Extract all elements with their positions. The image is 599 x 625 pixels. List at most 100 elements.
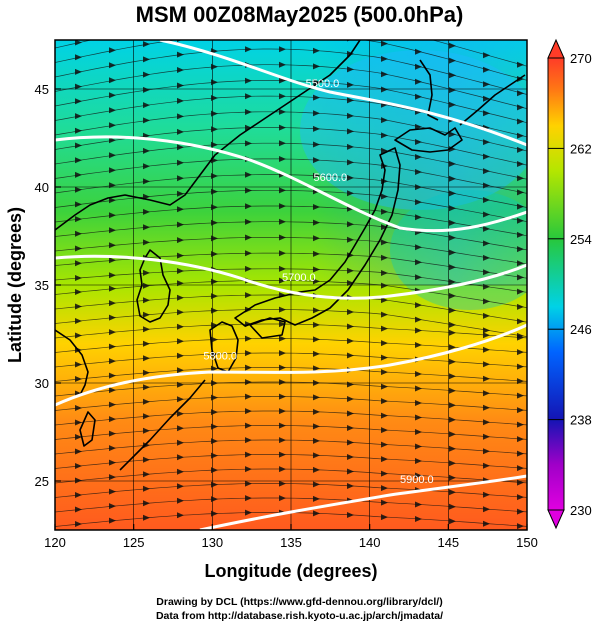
streamline-arrow bbox=[483, 346, 490, 353]
x-tick-label-145: 145 bbox=[437, 535, 459, 550]
streamline-arrow bbox=[211, 141, 218, 148]
x-axis-label: Longitude (degrees) bbox=[204, 561, 377, 581]
streamline-arrow bbox=[245, 437, 252, 444]
streamline-arrow bbox=[313, 141, 320, 148]
x-tick-label-150: 150 bbox=[516, 535, 538, 550]
streamline-arrow bbox=[449, 431, 456, 438]
streamline-arrow bbox=[381, 40, 388, 47]
streamline-arrow bbox=[483, 211, 490, 218]
streamline-arrow bbox=[177, 51, 184, 58]
streamline-arrow bbox=[313, 365, 320, 372]
streamline-arrow bbox=[517, 450, 524, 457]
streamline-arrow bbox=[449, 329, 456, 336]
streamline-arrow bbox=[177, 252, 184, 259]
streamline-arrow bbox=[517, 246, 524, 253]
streamline-arrow bbox=[415, 327, 422, 334]
streamline-arrow bbox=[143, 163, 150, 170]
streamline-arrow bbox=[75, 201, 82, 208]
streamline-arrow bbox=[449, 57, 456, 64]
streamline-arrow bbox=[415, 302, 422, 309]
streamline-arrow bbox=[109, 488, 116, 495]
streamline-arrow bbox=[347, 236, 354, 243]
coastline-asia-mainland bbox=[55, 40, 361, 231]
streamline-arrow bbox=[109, 272, 116, 279]
streamline-arrow bbox=[211, 467, 218, 474]
streamline-arrow bbox=[109, 401, 116, 408]
streamline-arrow bbox=[483, 312, 490, 319]
streamline-arrow bbox=[313, 510, 320, 517]
streamline-arrow bbox=[143, 514, 150, 521]
streamline-arrow bbox=[449, 87, 456, 94]
streamline-arrow bbox=[75, 245, 82, 252]
streamline-arrow bbox=[347, 221, 354, 228]
streamline bbox=[55, 64, 527, 109]
streamline-arrow bbox=[245, 31, 252, 37]
streamline-arrow bbox=[381, 208, 388, 215]
streamline-arrow bbox=[381, 86, 388, 93]
streamline-arrow bbox=[109, 32, 116, 38]
streamline-arrow bbox=[381, 254, 388, 261]
streamline-arrow bbox=[211, 33, 218, 39]
streamline-arrow bbox=[381, 456, 388, 463]
streamline bbox=[55, 205, 527, 237]
streamline-arrow bbox=[483, 95, 490, 102]
streamline-arrow bbox=[109, 372, 116, 379]
credit-line-data: Data from http://database.rish.kyoto-u.a… bbox=[155, 610, 444, 622]
streamline-arrow bbox=[517, 274, 524, 281]
streamline-arrow bbox=[109, 62, 116, 69]
streamline-arrow bbox=[483, 225, 490, 232]
colorbar-tick-label-254: 254 bbox=[570, 232, 592, 247]
streamline-arrow bbox=[177, 410, 184, 417]
streamline-arrow bbox=[483, 375, 490, 382]
streamline-arrow bbox=[517, 175, 524, 182]
streamline-arrow bbox=[245, 408, 252, 415]
colorbar-min-arrow bbox=[547, 509, 565, 530]
streamline-arrow bbox=[347, 512, 354, 518]
streamline-arrow bbox=[177, 128, 184, 135]
streamline-arrow bbox=[211, 110, 218, 117]
streamline-arrow bbox=[517, 90, 524, 97]
streamline-arrow bbox=[75, 448, 82, 455]
streamline-arrow bbox=[483, 240, 490, 247]
streamline-arrow bbox=[143, 355, 150, 362]
streamline-arrow bbox=[347, 483, 354, 489]
streamline-arrow bbox=[381, 132, 388, 139]
streamline-arrow bbox=[517, 104, 524, 111]
streamline-arrow bbox=[143, 282, 150, 289]
streamline-arrow bbox=[109, 300, 116, 307]
streamline-arrow bbox=[245, 292, 252, 299]
streamline-arrow bbox=[75, 303, 82, 310]
streamline-arrow bbox=[279, 218, 286, 225]
streamline-arrow bbox=[143, 269, 150, 276]
streamline-arrow bbox=[109, 343, 116, 350]
streamline bbox=[55, 425, 527, 440]
streamline-arrow bbox=[415, 214, 422, 221]
streamline-arrow bbox=[483, 419, 490, 426]
streamline bbox=[55, 158, 527, 194]
streamline bbox=[55, 48, 527, 95]
streamline-arrow bbox=[75, 289, 82, 295]
streamline-arrow bbox=[449, 402, 456, 409]
streamline-arrow bbox=[279, 422, 286, 429]
streamline-arrow bbox=[109, 257, 116, 264]
streamline-arrow bbox=[109, 387, 116, 394]
streamline-arrow bbox=[483, 182, 490, 189]
y-axis-ticks: 25 30 35 40 45 bbox=[35, 82, 61, 489]
streamline-arrow bbox=[415, 259, 422, 266]
streamline bbox=[55, 352, 527, 368]
streamline-arrow bbox=[517, 363, 524, 370]
streamline-arrow bbox=[483, 390, 490, 397]
streamline-arrow bbox=[517, 465, 524, 472]
streamline-arrow bbox=[75, 157, 82, 164]
streamline-arrow bbox=[109, 227, 116, 234]
streamline-arrow bbox=[313, 235, 320, 242]
streamline-arrow bbox=[75, 332, 82, 339]
streamline-arrow bbox=[517, 231, 524, 238]
streamline-arrow bbox=[177, 497, 184, 504]
streamline-arrow bbox=[245, 480, 252, 487]
streamline-arrow bbox=[415, 458, 422, 464]
streamline-arrow bbox=[415, 429, 422, 435]
streamline-arrow bbox=[483, 332, 490, 339]
streamline-arrow bbox=[449, 416, 456, 423]
